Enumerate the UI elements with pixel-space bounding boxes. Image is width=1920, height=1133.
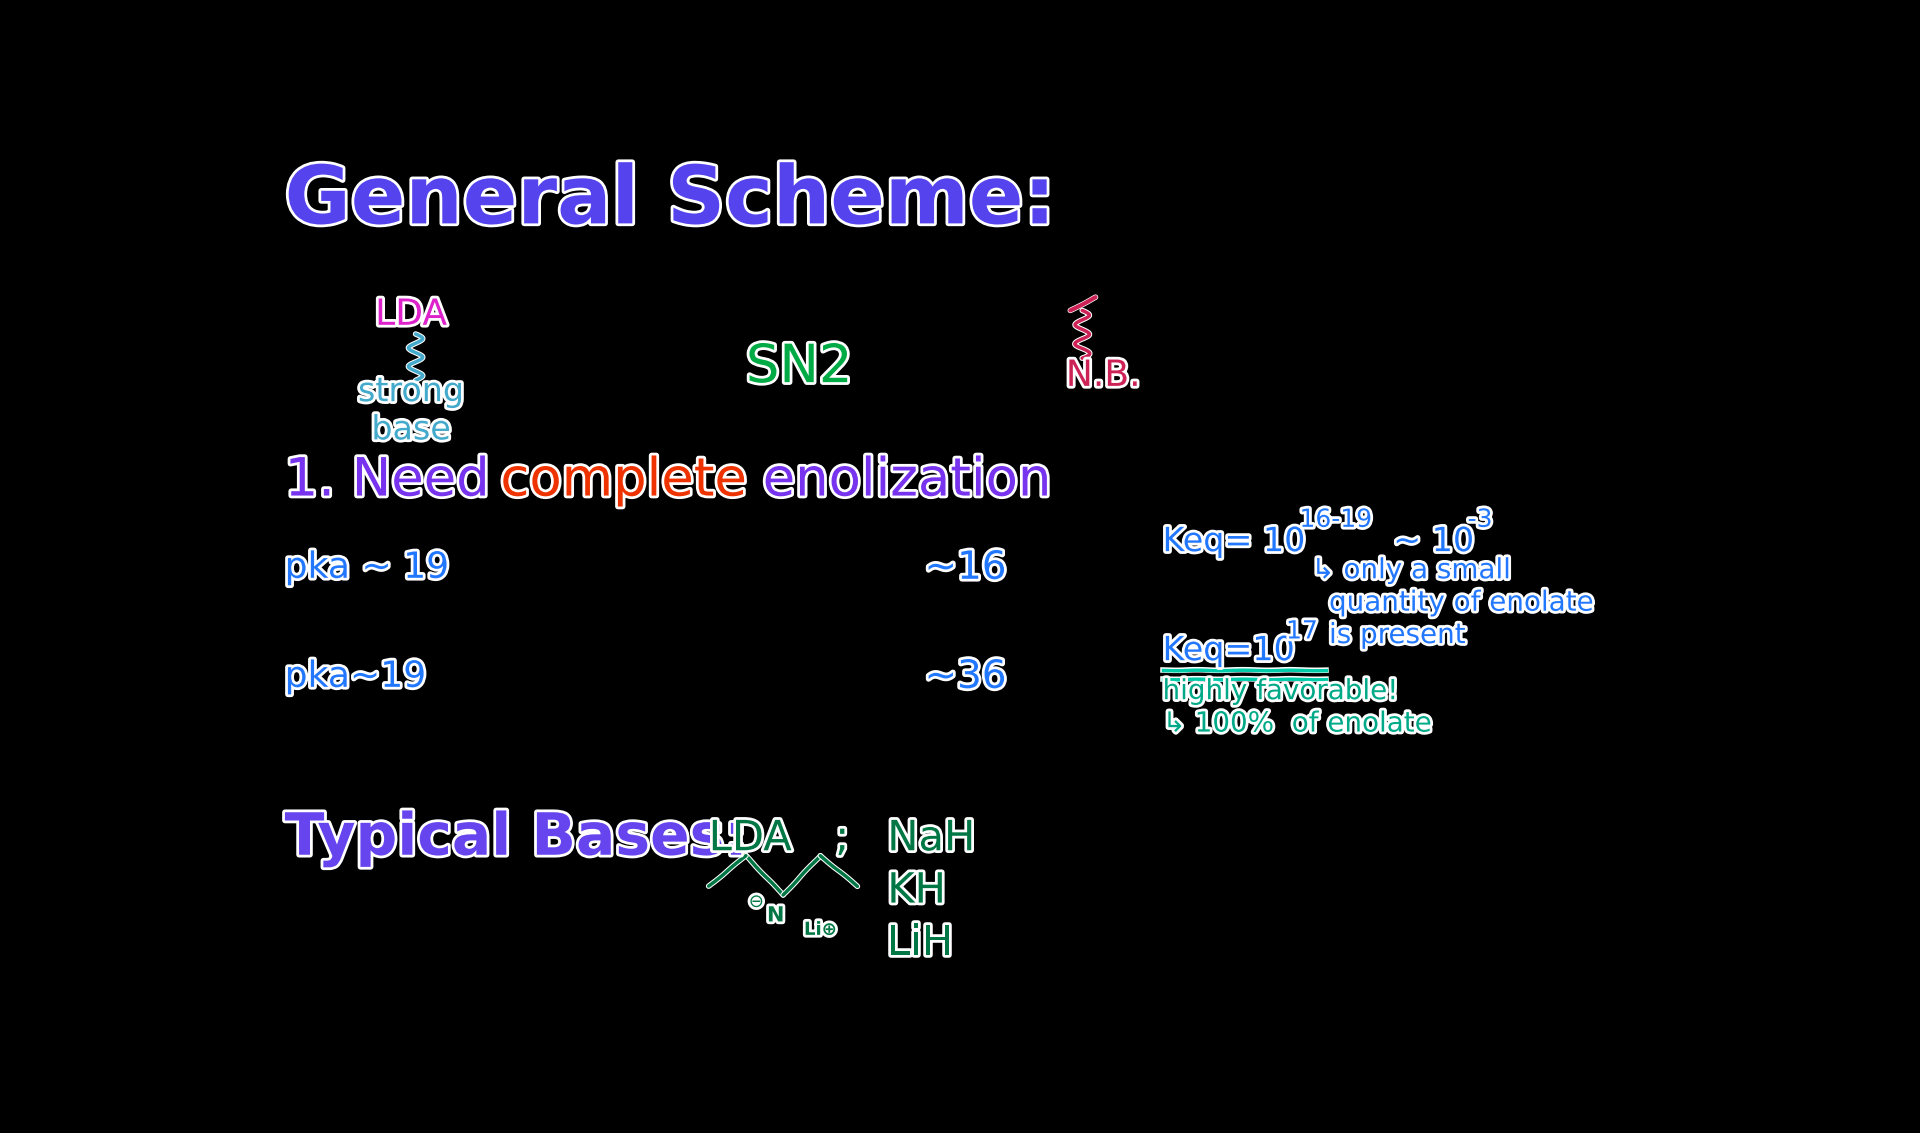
Text: LiH: LiH bbox=[887, 922, 954, 964]
Text: highly favorable!
↳ 100%  of enolate: highly favorable! ↳ 100% of enolate bbox=[1162, 678, 1432, 738]
Text: 16-19: 16-19 bbox=[1300, 508, 1373, 531]
Text: N.B.: N.B. bbox=[1066, 359, 1140, 393]
Text: KH: KH bbox=[887, 870, 947, 912]
Text: Typical Bases:: Typical Bases: bbox=[284, 810, 749, 867]
Text: Keq= 10: Keq= 10 bbox=[1162, 525, 1306, 559]
Text: ~16: ~16 bbox=[925, 548, 1006, 587]
Text: ⊖: ⊖ bbox=[749, 893, 764, 911]
Text: LDA: LDA bbox=[708, 817, 791, 859]
Text: 17: 17 bbox=[1286, 620, 1317, 644]
Text: -3: -3 bbox=[1467, 508, 1492, 531]
Text: SN2: SN2 bbox=[745, 341, 852, 393]
Text: strong
base: strong base bbox=[357, 375, 465, 446]
Text: NaH: NaH bbox=[887, 817, 975, 859]
Text: pka ~ 19: pka ~ 19 bbox=[284, 551, 449, 585]
Text: ;: ; bbox=[835, 817, 849, 859]
Text: ~36: ~36 bbox=[925, 658, 1006, 696]
Text: enolization: enolization bbox=[745, 454, 1050, 506]
Text: LDA: LDA bbox=[374, 298, 447, 332]
Text: ~ 10: ~ 10 bbox=[1394, 525, 1475, 559]
Text: complete: complete bbox=[501, 454, 747, 506]
Text: 1. Need: 1. Need bbox=[284, 454, 505, 506]
Text: General Scheme:: General Scheme: bbox=[284, 162, 1056, 240]
Text: pka~19: pka~19 bbox=[284, 659, 426, 693]
Text: Li⊕: Li⊕ bbox=[804, 921, 837, 939]
Text: ↳ only a small
  quantity of enolate
  is present: ↳ only a small quantity of enolate is pr… bbox=[1311, 556, 1594, 649]
Text: N: N bbox=[766, 905, 785, 926]
Text: Keq=10: Keq=10 bbox=[1162, 634, 1294, 667]
